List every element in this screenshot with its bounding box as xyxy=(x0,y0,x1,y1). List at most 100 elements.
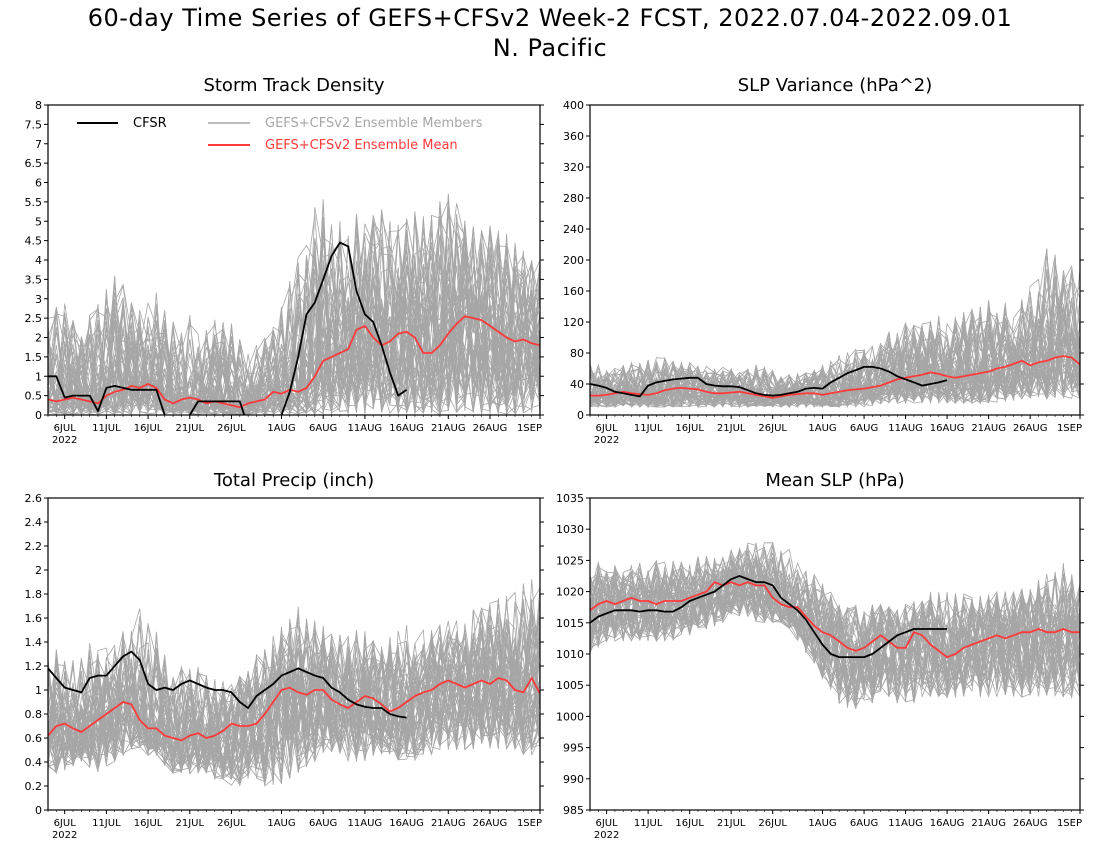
y-tick-label: 0.6 xyxy=(25,732,43,745)
x-year-label: 2022 xyxy=(594,830,619,841)
y-tick-label: 1 xyxy=(35,370,42,383)
x-tick-label: 1AUG xyxy=(808,818,836,829)
x-year-label: 2022 xyxy=(52,830,77,841)
y-tick-label: 1010 xyxy=(556,648,584,661)
ensemble-member-line xyxy=(590,564,1080,707)
x-tick-label: 11AUG xyxy=(888,423,923,434)
y-tick-label: 320 xyxy=(563,161,584,174)
y-tick-label: 40 xyxy=(570,378,584,391)
x-tick-label: 11JUL xyxy=(634,818,663,829)
y-tick-label: 2 xyxy=(35,564,42,577)
y-tick-label: 1.5 xyxy=(25,351,43,364)
y-tick-label: 0 xyxy=(35,804,42,817)
ensemble-member-line xyxy=(590,292,1080,408)
x-tick-label: 6JUL xyxy=(54,818,77,829)
ensemble-member-line xyxy=(48,598,540,782)
y-tick-label: 1020 xyxy=(556,586,584,599)
y-tick-label: 4.5 xyxy=(25,235,43,248)
legend-cfsr-label: CFSR xyxy=(133,116,167,131)
x-tick-label: 11AUG xyxy=(348,818,383,829)
x-tick-label: 16JUL xyxy=(675,818,704,829)
x-year-label: 2022 xyxy=(52,435,77,446)
y-tick-label: 5 xyxy=(35,215,42,228)
panel-title-storm-track: Storm Track Density xyxy=(203,75,385,96)
ensemble-member-line xyxy=(48,214,540,415)
ensemble-member-line xyxy=(48,220,540,415)
ensemble-member-line xyxy=(590,542,1080,703)
x-tick-label: 1AUG xyxy=(267,423,295,434)
ensemble-member-line xyxy=(590,562,1080,702)
y-tick-label: 8 xyxy=(35,99,42,112)
x-tick-label: 11JUL xyxy=(634,423,663,434)
ensemble-member-line xyxy=(48,254,540,415)
ensemble-member-line xyxy=(590,542,1080,696)
legend-members-label: GEFS+CFSv2 Ensemble Members xyxy=(265,116,483,131)
ensemble-member-line xyxy=(590,318,1080,408)
x-tick-label: 16AUG xyxy=(930,423,965,434)
ensemble-member-line xyxy=(590,306,1080,406)
x-tick-label: 26AUG xyxy=(1013,423,1048,434)
ensemble-member-line xyxy=(48,622,540,780)
y-tick-label: 7 xyxy=(35,138,42,151)
x-tick-label: 26AUG xyxy=(473,423,508,434)
y-tick-label: 80 xyxy=(570,347,584,360)
panel-slp-variance: 0 40 80 120 160 200 240 280 320 360 400 6JUL 11JUL 16… xyxy=(563,99,1084,446)
ensemble-member-line xyxy=(590,287,1080,408)
ensemble-member-line xyxy=(48,209,540,415)
y-tick-label: 160 xyxy=(563,285,584,298)
x-tick-label: 11AUG xyxy=(888,818,923,829)
y-tick-label: 0.5 xyxy=(25,390,43,403)
x-tick-label: 26AUG xyxy=(1013,818,1048,829)
ensemble-mean-line xyxy=(48,677,540,742)
y-tick-label: 1035 xyxy=(556,492,584,505)
x-tick-label: 26JUL xyxy=(217,423,246,434)
cfsr-line xyxy=(590,365,948,398)
x-tick-label: 16JUL xyxy=(134,423,163,434)
panel-title-slp-variance: SLP Variance (hPa^2) xyxy=(737,75,933,96)
x-tick-label: 21JUL xyxy=(717,423,746,434)
y-tick-label: 1.6 xyxy=(25,612,43,625)
y-tick-label: 200 xyxy=(563,254,584,267)
x-tick-label: 26AUG xyxy=(473,818,508,829)
y-tick-label: 1 xyxy=(35,684,42,697)
ensemble-mean-line xyxy=(590,581,1080,658)
x-tick-label: 16JUL xyxy=(134,818,163,829)
x-tick-label: 21AUG xyxy=(431,423,466,434)
x-tick-label: 21AUG xyxy=(971,818,1006,829)
plot-area-mean-slp xyxy=(590,542,1080,710)
y-tick-label: 360 xyxy=(563,130,584,143)
cfsr-line xyxy=(48,650,407,719)
ensemble-member-line xyxy=(590,552,1080,691)
y-tick-label: 1.8 xyxy=(25,588,43,601)
x-tick-label: 6JUL xyxy=(596,818,619,829)
ensemble-member-line xyxy=(590,556,1080,690)
ensemble-mean-line xyxy=(48,315,540,409)
x-tick-label: 1SEP xyxy=(1057,423,1082,434)
ensemble-member-line xyxy=(48,625,540,787)
y-tick-label: 0 xyxy=(577,409,584,422)
legend: CFSR GEFS+CFSv2 Ensemble Members GEFS+CF… xyxy=(77,116,483,153)
x-tick-label: 11AUG xyxy=(348,423,383,434)
y-tick-label: 2 xyxy=(35,332,42,345)
panel-title-total-precip: Total Precip (inch) xyxy=(213,470,375,491)
y-tick-label: 0 xyxy=(35,409,42,422)
ensemble-mean-line xyxy=(590,355,1080,399)
ensemble-member-line xyxy=(48,601,540,785)
ensemble-members xyxy=(48,579,540,787)
ensemble-member-line xyxy=(590,546,1080,697)
y-tick-label: 0.8 xyxy=(25,708,43,721)
y-tick-label: 2.5 xyxy=(25,312,43,325)
x-tick-label: 21JUL xyxy=(717,818,746,829)
x-tick-label: 16AUG xyxy=(389,818,424,829)
y-tick-label: 240 xyxy=(563,223,584,236)
x-tick-label: 16JUL xyxy=(675,423,704,434)
x-tick-label: 26JUL xyxy=(758,423,787,434)
x-tick-label: 11JUL xyxy=(92,423,121,434)
ensemble-member-line xyxy=(48,587,540,778)
x-tick-label: 1SEP xyxy=(1057,818,1082,829)
y-tick-label: 5.5 xyxy=(25,196,43,209)
y-tick-label: 280 xyxy=(563,192,584,205)
x-tick-label: 6AUG xyxy=(309,818,337,829)
panel-total-precip: 0 0.2 0.4 0.6 0.8 1 1.2 1.4 1.6 1.8 2 2.2 2.4 2.6 6JUL… xyxy=(25,492,544,841)
ensemble-member-line xyxy=(48,600,540,784)
